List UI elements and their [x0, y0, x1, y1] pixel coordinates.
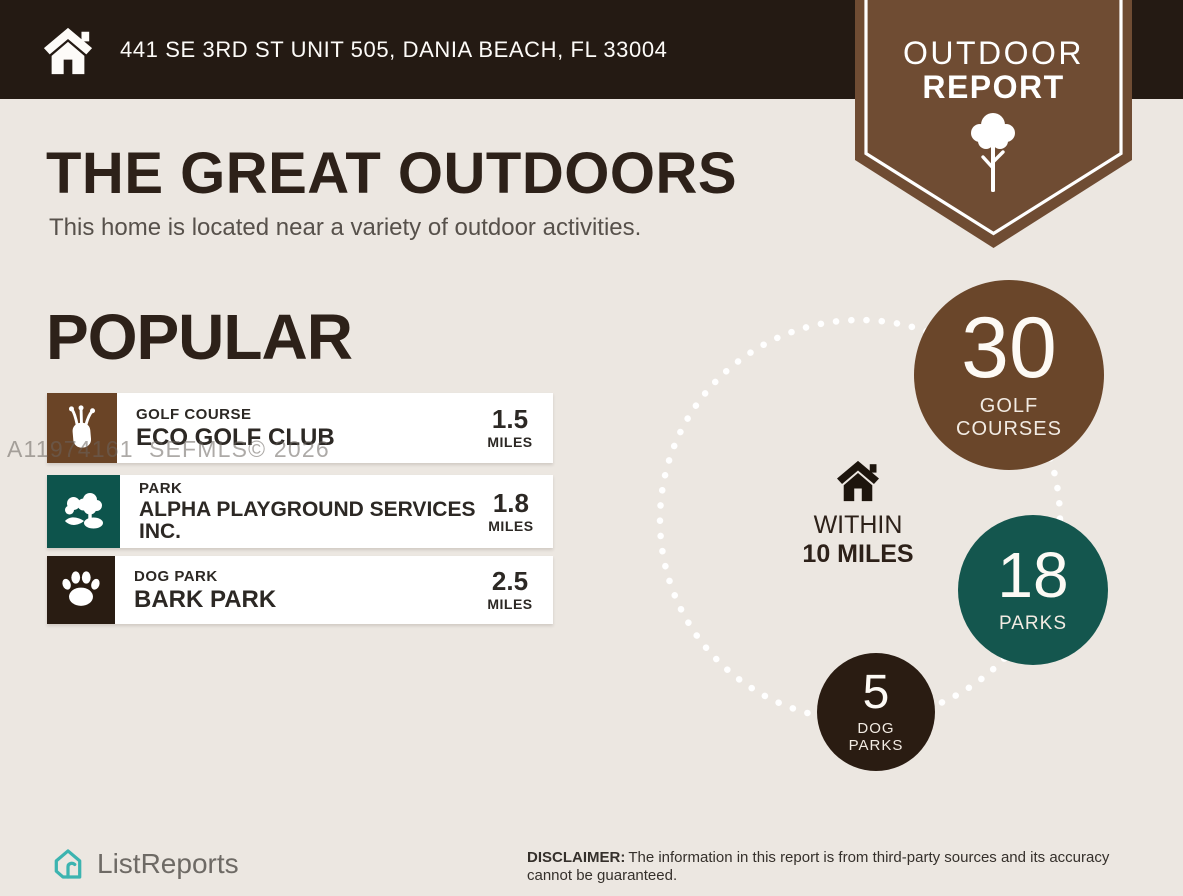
distance-value: 1.5 [491, 404, 529, 434]
list-item: PARK ALPHA PLAYGROUND SERVICES INC. 1.8 … [47, 475, 553, 548]
list-item: DOG PARK BARK PARK 2.5 MILES [47, 556, 553, 624]
distance-unit: MILES [488, 517, 534, 534]
home-icon [42, 24, 94, 78]
disclaimer-label: DISCLAIMER: [527, 849, 626, 866]
park-trees-icon [64, 492, 103, 528]
popular-heading: POPULAR [46, 301, 353, 373]
badge-title-line1: OUTDOOR [903, 35, 1084, 71]
list-item-text: GOLF COURSE ECO GOLF CLUB [117, 393, 335, 463]
distance-unit: MILES [487, 434, 533, 450]
stat-label-line: COURSES [956, 418, 1062, 441]
popular-list: GOLF COURSE ECO GOLF CLUB 1.5 MILES [47, 393, 553, 624]
badge-border [864, 0, 1123, 236]
park-icon-tile [47, 475, 120, 548]
badge-title-line2: REPORT [922, 69, 1064, 105]
item-distance: 1.5 MILES [481, 406, 539, 450]
golf-icon-tile [47, 393, 117, 463]
item-category: GOLF COURSE [136, 405, 252, 423]
stat-value: 5 [862, 665, 890, 719]
property-address: 441 SE 3RD ST UNIT 505, DANIA BEACH, FL … [120, 37, 668, 62]
stat-value: 30 [961, 299, 1057, 396]
radius-label: 10 MILES [802, 540, 914, 568]
stat-label-line: PARKS [998, 612, 1067, 634]
page-subtitle: This home is located near a variety of o… [49, 214, 642, 241]
mls-watermark: A11974161 SEFMLS© 2026 [7, 436, 330, 462]
item-category: DOG PARK [134, 567, 218, 585]
stat-parks: 18 PARKS [958, 515, 1108, 665]
page-title: THE GREAT OUTDOORS [46, 141, 738, 206]
brand-name: ListReports [97, 848, 239, 879]
stat-golf-courses: 30 GOLF COURSES [914, 280, 1104, 470]
item-distance: 2.5 MILES [481, 568, 539, 612]
stat-label: DOG PARKS [849, 720, 904, 755]
stat-value: 18 [997, 539, 1069, 612]
list-item-text: PARK ALPHA PLAYGROUND SERVICES INC. [120, 475, 483, 548]
listreports-logo-icon [54, 849, 82, 879]
golf-bag-icon [68, 405, 96, 448]
item-distance: 1.8 MILES [483, 490, 539, 534]
stat-label-line: GOLF [979, 395, 1039, 418]
within-home-icon [835, 460, 881, 502]
list-item: GOLF COURSE ECO GOLF CLUB 1.5 MILES [47, 393, 553, 463]
stat-label-line: DOG [857, 719, 895, 737]
item-name: ECO GOLF CLUB [136, 423, 335, 451]
item-name: ALPHA PLAYGROUND SERVICES INC. [139, 497, 476, 543]
tree-icon [971, 113, 1015, 192]
distance-unit: MILES [487, 596, 533, 612]
stat-label: GOLF COURSES [956, 395, 1062, 441]
item-name: BARK PARK [134, 585, 277, 613]
within-label: WITHIN [813, 511, 903, 539]
stat-label: PARKS [999, 613, 1067, 635]
stat-dog-parks: 5 DOG PARKS [817, 653, 935, 771]
paw-icon [62, 571, 100, 606]
outdoor-report-badge: OUTDOOR REPORT [855, 0, 1132, 252]
disclaimer-text: The information in this report is from t… [527, 849, 1110, 884]
disclaimer: DISCLAIMER: The information in this repor… [527, 849, 1127, 884]
item-category: PARK [139, 479, 183, 497]
dog-park-icon-tile [47, 556, 115, 624]
list-item-text: DOG PARK BARK PARK [115, 556, 276, 624]
listreports-logo: ListReports [50, 846, 239, 882]
distance-value: 1.8 [492, 487, 529, 518]
stat-label-line: PARKS [848, 736, 904, 754]
distance-value: 2.5 [491, 566, 529, 596]
